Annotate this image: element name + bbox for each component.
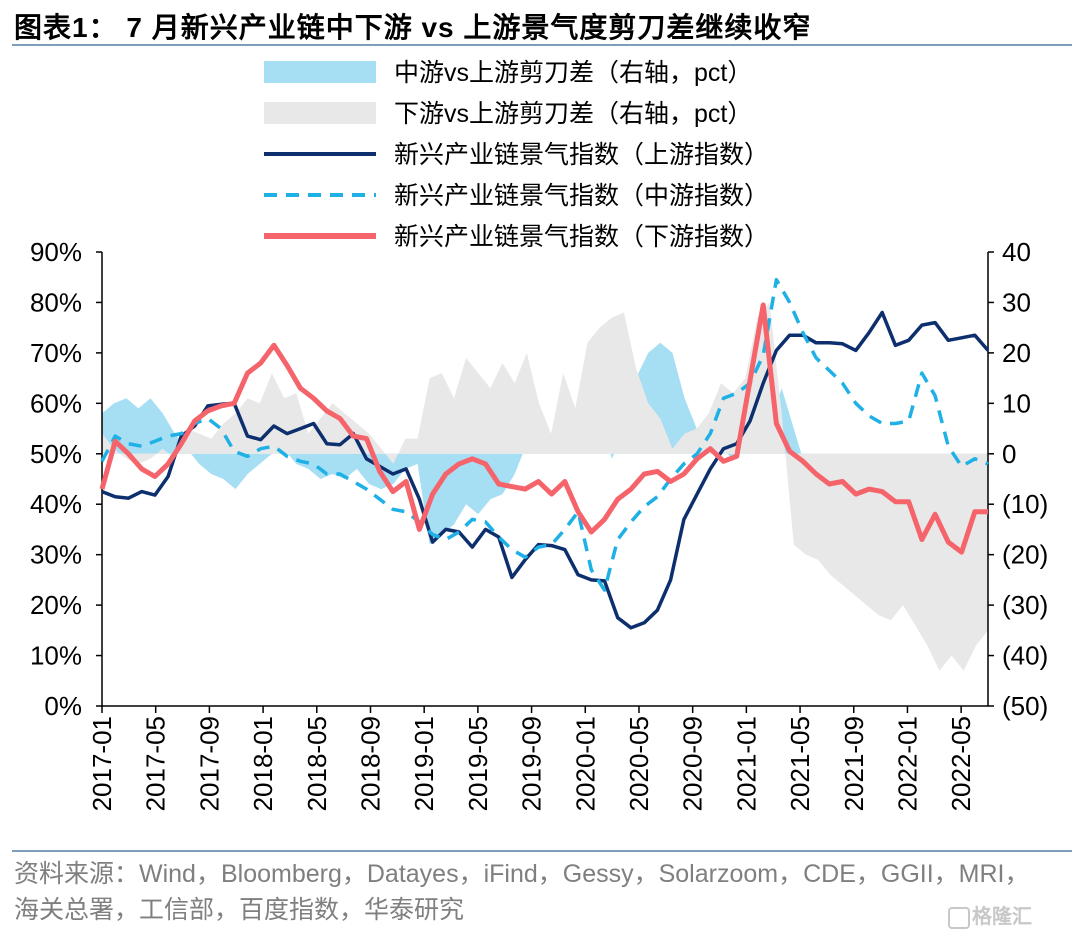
x-tick-label: 2018-05 — [302, 716, 332, 811]
title-rule — [12, 44, 1072, 46]
watermark: 格隆汇 — [948, 900, 1032, 929]
x-tick-label: 2018-01 — [248, 716, 278, 811]
legend: 中游vs上游剪刀差（右轴，pct） 下游vs上游剪刀差（右轴，pct） 新兴产业链景… — [264, 59, 769, 251]
right-tick-label: 20 — [1002, 338, 1031, 368]
legend-label: 新兴产业链景气指数（中游指数） — [394, 182, 769, 210]
right-tick-label: (40) — [1002, 641, 1048, 671]
right-tick-label: (10) — [1002, 489, 1048, 519]
left-tick-label: 80% — [30, 287, 82, 317]
left-tick-label: 50% — [30, 439, 82, 469]
x-tick-label: 2020-01 — [570, 716, 600, 811]
area-layer — [102, 302, 988, 671]
right-tick-label: 0 — [1002, 439, 1016, 469]
right-tick-label: (50) — [1002, 691, 1048, 721]
left-tick-label: 0% — [44, 691, 82, 721]
x-tick-label: 2022-01 — [892, 716, 922, 811]
axes: 0% 10% 20% 30% 40% 50% 60% 70% 80% 90% (50) (40) (30… — [30, 237, 1048, 811]
legend-label: 新兴产业链景气指数（下游指数） — [394, 223, 769, 251]
x-tick-label: 2019-05 — [463, 716, 493, 811]
left-tick-label: 70% — [30, 338, 82, 368]
right-tick-label: (20) — [1002, 540, 1048, 570]
legend-swatch — [264, 61, 376, 83]
line-series-4 — [99, 302, 988, 555]
left-tick-label: 10% — [30, 641, 82, 671]
x-tick-label: 2021-05 — [785, 716, 815, 811]
left-tick-label: 40% — [30, 489, 82, 519]
right-tick-label: 30 — [1002, 287, 1031, 317]
area-series-1 — [102, 302, 988, 671]
legend-swatch — [264, 102, 376, 124]
right-tick-label: 40 — [1002, 237, 1031, 267]
line-series-3 — [100, 277, 989, 592]
x-tick-label: 2022-05 — [946, 716, 976, 811]
left-tick-label: 30% — [30, 540, 82, 570]
legend-label: 中游vs上游剪刀差（右轴，pct） — [394, 59, 752, 87]
x-tick-label: 2017-05 — [141, 716, 171, 811]
left-tick-label: 60% — [30, 388, 82, 418]
left-tick-label: 90% — [30, 237, 82, 267]
x-tick-label: 2021-01 — [731, 716, 761, 811]
legend-label: 新兴产业链景气指数（上游指数） — [394, 141, 769, 169]
right-tick-label: 10 — [1002, 388, 1031, 418]
x-tick-label: 2020-09 — [678, 716, 708, 811]
right-tick-label: (30) — [1002, 590, 1048, 620]
x-tick-label: 2020-05 — [624, 716, 654, 811]
x-tick-label: 2018-09 — [355, 716, 385, 811]
legend-label: 下游vs上游剪刀差（右轴，pct） — [394, 100, 752, 128]
line-layer — [99, 277, 990, 630]
watermark-text: 格隆汇 — [972, 906, 1032, 928]
source-note: 资料来源：Wind，Bloomberg，Datayes，iFind，Gessy，… — [14, 860, 1030, 924]
x-tick-label: 2019-01 — [409, 716, 439, 811]
x-tick-label: 2021-09 — [839, 716, 869, 811]
figure-title: 图表1： 7 月新兴产业链中下游 vs 上游景气度剪刀差继续收窄 — [14, 12, 812, 43]
source-rule — [12, 850, 1072, 852]
left-tick-label: 20% — [30, 590, 82, 620]
x-tick-label: 2019-09 — [517, 716, 547, 811]
x-tick-label: 2017-01 — [87, 716, 117, 811]
x-tick-label: 2017-09 — [194, 716, 224, 811]
watermark-logo-icon — [948, 906, 970, 929]
